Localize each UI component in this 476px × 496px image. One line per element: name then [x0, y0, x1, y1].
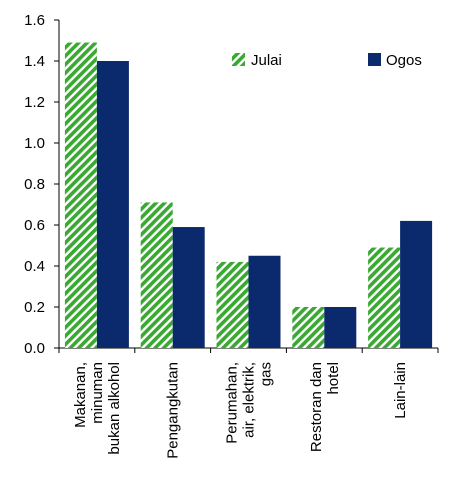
bar-ogos-1	[172, 227, 205, 348]
category-label: Perumahan,	[224, 362, 241, 444]
y-tick-label: 0.8	[24, 176, 45, 193]
y-tick-label: 1.2	[24, 94, 45, 111]
bar-ogos-4	[400, 220, 433, 348]
bar-julai-3	[292, 307, 325, 348]
y-tick-label: 0.0	[24, 340, 45, 357]
category-label: hotel	[325, 362, 342, 395]
bar-julai-1	[140, 202, 173, 348]
category-label: minuman	[89, 362, 106, 424]
legend-label-ogos: Ogos	[386, 52, 422, 69]
category-label: air, elektrik,	[241, 362, 258, 438]
y-tick-label: 0.6	[24, 217, 45, 234]
category-label: bukan alkohol	[106, 362, 123, 455]
category-label: gas	[258, 362, 275, 386]
y-tick-labels: 0.0 0.2 0.4 0.6 0.8 1.0 1.2 1.4 1.6	[24, 12, 45, 357]
y-tick-label: 1.0	[24, 135, 45, 152]
legend-label-julai: Julai	[251, 52, 282, 69]
bar-ogos-2	[248, 255, 281, 348]
category-label: Restoran dan	[308, 362, 325, 452]
bar-julai-0	[64, 42, 97, 349]
y-tick-label: 0.4	[24, 258, 45, 275]
category-label: Pengangkutan	[165, 362, 182, 459]
bar-julai-2	[216, 261, 249, 348]
y-tick-label: 1.6	[24, 12, 45, 29]
bars	[64, 42, 433, 349]
y-tick-label: 0.2	[24, 299, 45, 316]
bar-julai-4	[368, 247, 401, 348]
legend: Julai Ogos	[232, 52, 422, 69]
y-tick-label: 1.4	[24, 53, 45, 70]
category-label: Lain-lain	[392, 362, 409, 419]
legend-swatch-ogos	[368, 53, 381, 66]
bar-ogos-0	[96, 61, 129, 348]
category-label: Makanan,	[72, 362, 89, 428]
bar-ogos-3	[324, 307, 357, 348]
legend-swatch-julai	[232, 53, 245, 66]
category-labels: Makanan, minuman bukan alkohol Pengangkutan…	[72, 362, 409, 459]
